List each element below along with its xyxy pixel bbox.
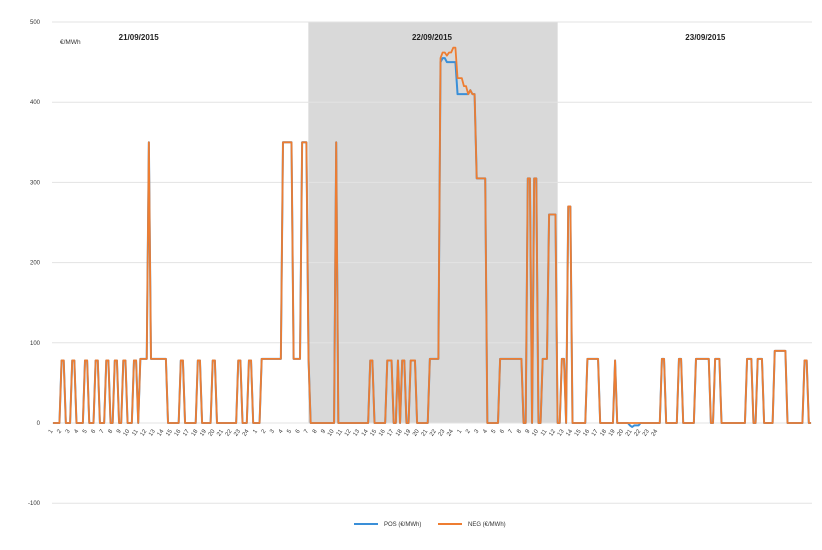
y-tick-label: 500 <box>30 20 41 26</box>
x-tick-label: 6 <box>499 428 506 435</box>
series-line-neg <box>53 46 811 424</box>
y-axis-ticks: 500 400 300 200 100 0 -100 <box>28 20 41 507</box>
unit-label: €/MWh <box>60 39 81 46</box>
x-tick-label: 17 <box>591 428 600 437</box>
x-tick-label: 22 <box>429 428 438 437</box>
x-tick-label: 5 <box>491 428 498 435</box>
x-tick-label: 1 <box>252 428 259 435</box>
day-labels: 21/09/2015 22/09/2015 23/09/2015 <box>119 33 726 42</box>
y-tick-label: -100 <box>28 501 41 507</box>
legend: POS (€/MWh) NEG (€/MWh) <box>354 522 506 528</box>
x-tick-label: 23 <box>642 428 651 437</box>
x-tick-label: 2 <box>465 428 472 435</box>
x-tick-label: 5 <box>286 428 293 435</box>
x-tick-label: 1 <box>457 428 464 435</box>
x-tick-label: 11 <box>336 428 345 437</box>
day-label: 21/09/2015 <box>119 33 160 42</box>
x-tick-label: 15 <box>370 428 379 437</box>
x-tick-label: 10 <box>531 428 540 437</box>
x-tick-label: 11 <box>131 428 140 437</box>
x-tick-label: 23 <box>438 428 447 437</box>
x-tick-label: 13 <box>148 428 157 437</box>
legend-label: NEG (€/MWh) <box>468 522 506 528</box>
y-tick-label: 300 <box>30 180 41 186</box>
x-tick-label: 20 <box>412 428 421 437</box>
x-tick-label: 10 <box>123 428 132 437</box>
x-tick-label: 21 <box>216 428 225 437</box>
x-tick-label: 4 <box>278 428 285 435</box>
x-axis-ticks: 1 2 3 4 5 6 7 8 9 10 11 12 13 14 15 16 17 18 19 20 21 22 23 24 1… <box>48 428 660 438</box>
x-tick-label: 24 <box>446 428 455 437</box>
legend-label: POS (€/MWh) <box>384 522 421 528</box>
x-tick-label: 22 <box>634 428 643 437</box>
day-label: 23/09/2015 <box>685 33 726 42</box>
x-tick-label: 13 <box>557 428 566 437</box>
x-tick-label: 13 <box>352 428 361 437</box>
x-tick-label: 11 <box>540 428 549 437</box>
x-tick-label: 19 <box>608 428 617 437</box>
y-tick-label: 400 <box>30 100 41 106</box>
x-tick-label: 10 <box>327 428 336 437</box>
x-tick-label: 17 <box>182 428 191 437</box>
x-tick-label: 18 <box>599 428 608 437</box>
x-tick-label: 12 <box>548 428 557 437</box>
x-tick-label: 15 <box>165 428 174 437</box>
x-tick-label: 22 <box>225 428 234 437</box>
x-tick-label: 24 <box>242 428 251 437</box>
y-tick-label: 0 <box>37 421 41 427</box>
x-tick-label: 21 <box>625 428 634 437</box>
x-tick-label: 3 <box>474 428 481 435</box>
x-tick-label: 4 <box>482 428 489 435</box>
x-tick-label: 23 <box>233 428 242 437</box>
x-tick-label: 16 <box>378 428 387 437</box>
x-tick-label: 18 <box>191 428 200 437</box>
x-tick-label: 19 <box>199 428 208 437</box>
x-tick-label: 1 <box>48 428 55 435</box>
x-tick-label: 16 <box>582 428 591 437</box>
x-tick-label: 12 <box>344 428 353 437</box>
x-tick-label: 18 <box>395 428 404 437</box>
x-tick-label: 8 <box>107 428 114 435</box>
x-tick-label: 14 <box>157 428 166 437</box>
shaded-day-rect <box>308 22 558 423</box>
x-tick-label: 2 <box>261 428 268 435</box>
x-tick-label: 5 <box>82 428 89 435</box>
shaded-day-band <box>308 22 558 423</box>
series-lines <box>53 46 811 429</box>
x-tick-label: 19 <box>404 428 413 437</box>
x-tick-label: 7 <box>303 428 310 435</box>
x-tick-label: 20 <box>208 428 217 437</box>
x-tick-label: 24 <box>651 428 660 437</box>
x-tick-label: 14 <box>565 428 574 437</box>
x-tick-label: 7 <box>99 428 106 435</box>
x-tick-label: 16 <box>174 428 183 437</box>
x-tick-label: 9 <box>320 428 327 435</box>
x-tick-label: 8 <box>312 428 319 435</box>
x-tick-label: 6 <box>295 428 302 435</box>
x-tick-label: 9 <box>525 428 532 435</box>
x-tick-label: 17 <box>387 428 396 437</box>
day-label: 22/09/2015 <box>412 33 453 42</box>
x-tick-label: 20 <box>616 428 625 437</box>
x-tick-label: 2 <box>56 428 63 435</box>
x-tick-label: 4 <box>73 428 80 435</box>
y-tick-label: 100 <box>30 341 41 347</box>
x-tick-label: 8 <box>516 428 523 435</box>
x-tick-label: 7 <box>508 428 515 435</box>
x-tick-label: 14 <box>361 428 370 437</box>
x-tick-label: 9 <box>116 428 123 435</box>
x-tick-label: 21 <box>421 428 430 437</box>
x-tick-label: 3 <box>65 428 72 435</box>
x-tick-label: 6 <box>90 428 97 435</box>
x-tick-label: 15 <box>574 428 583 437</box>
y-tick-label: 200 <box>30 261 41 267</box>
x-tick-label: 12 <box>140 428 149 437</box>
x-tick-label: 3 <box>269 428 276 435</box>
